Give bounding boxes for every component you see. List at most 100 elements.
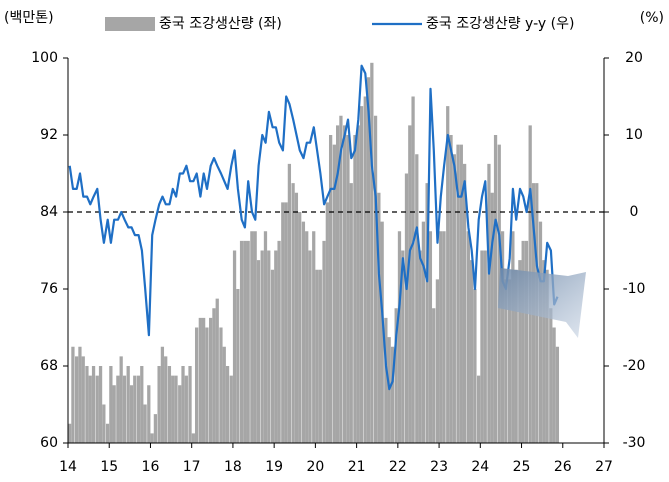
bar xyxy=(150,433,154,443)
bar xyxy=(312,231,316,443)
bar xyxy=(81,356,85,443)
bar xyxy=(477,375,481,443)
bar xyxy=(140,366,144,443)
x-tick-label: 16 xyxy=(142,459,160,475)
bar xyxy=(112,385,116,443)
bar xyxy=(504,279,508,443)
bar xyxy=(462,163,467,443)
bar xyxy=(370,62,374,443)
x-tick-label: 15 xyxy=(100,459,118,475)
x-tick-label: 27 xyxy=(595,459,613,475)
line xyxy=(68,64,559,391)
bar xyxy=(129,385,134,443)
bar xyxy=(75,356,79,443)
bar xyxy=(294,192,299,443)
bar xyxy=(480,250,484,443)
y2-tick-label: -30 xyxy=(623,435,646,451)
bar xyxy=(250,231,254,443)
bar xyxy=(85,366,89,443)
y2-tick-label: -20 xyxy=(623,358,646,374)
x-tick-label: 19 xyxy=(265,459,283,475)
bar xyxy=(188,366,192,443)
bar xyxy=(260,250,264,443)
bar xyxy=(229,375,233,443)
legend-swatch xyxy=(105,17,155,31)
bar xyxy=(236,289,240,443)
bar xyxy=(401,250,405,443)
bar xyxy=(425,183,429,443)
bar xyxy=(518,260,522,443)
bar xyxy=(232,250,237,443)
x-tick-label: 20 xyxy=(306,459,324,475)
x-tick-label: 22 xyxy=(389,459,407,475)
bar xyxy=(270,269,275,443)
bar xyxy=(143,404,147,443)
bar xyxy=(267,250,271,443)
bar xyxy=(274,250,278,443)
bar xyxy=(359,106,364,443)
bar xyxy=(153,414,158,443)
bar xyxy=(318,269,322,443)
y-tick-label: 100 xyxy=(31,50,58,66)
bar xyxy=(470,260,474,443)
bar xyxy=(493,135,498,443)
x-tick-label: 23 xyxy=(430,459,448,475)
bar xyxy=(102,404,106,443)
legend-label: 중국 조강생산량 (좌) xyxy=(159,16,282,32)
x-tick-label: 26 xyxy=(554,459,572,475)
bar xyxy=(415,154,419,443)
bar xyxy=(435,279,440,443)
bar xyxy=(353,135,357,443)
bar xyxy=(339,115,343,443)
bar xyxy=(119,356,123,443)
y2-axis-title: (%) xyxy=(640,10,664,26)
bar xyxy=(459,144,463,443)
bar xyxy=(222,346,226,443)
y-tick-label: 92 xyxy=(40,127,58,143)
trend-arrow xyxy=(498,268,586,338)
bar xyxy=(432,308,436,443)
bar xyxy=(157,366,161,443)
bar xyxy=(133,375,137,443)
bar xyxy=(428,231,433,443)
y-tick-label: 84 xyxy=(40,204,58,220)
plot-area xyxy=(68,62,604,443)
bar xyxy=(366,77,371,443)
bar xyxy=(194,327,199,443)
bar xyxy=(483,250,487,443)
bar xyxy=(284,202,288,443)
bar xyxy=(336,125,340,443)
bar xyxy=(136,375,141,443)
bar xyxy=(308,250,312,443)
bar xyxy=(287,163,292,443)
y-axis-title: (백만톤) xyxy=(4,10,54,26)
bar xyxy=(215,298,219,443)
bar xyxy=(446,106,450,443)
bar xyxy=(473,289,477,443)
bar xyxy=(171,375,175,443)
y2-tick-label: -10 xyxy=(623,281,646,297)
bar xyxy=(184,375,188,443)
bar xyxy=(452,154,456,443)
bar xyxy=(277,240,281,443)
bar xyxy=(439,231,443,443)
bar xyxy=(373,115,378,443)
bar xyxy=(205,327,209,443)
bar xyxy=(122,375,127,443)
bar xyxy=(411,96,415,443)
bar xyxy=(305,231,309,443)
y-tick-label: 60 xyxy=(40,435,58,451)
y2-tick-label: 0 xyxy=(630,204,639,220)
bar xyxy=(191,433,195,443)
bar xyxy=(178,385,182,443)
bar xyxy=(181,366,185,443)
bar xyxy=(98,366,103,443)
bar xyxy=(126,366,130,443)
bar xyxy=(256,260,261,443)
bar xyxy=(68,423,72,443)
bar xyxy=(88,375,92,443)
bar xyxy=(524,240,529,443)
bar xyxy=(198,317,202,443)
bar xyxy=(91,366,96,443)
